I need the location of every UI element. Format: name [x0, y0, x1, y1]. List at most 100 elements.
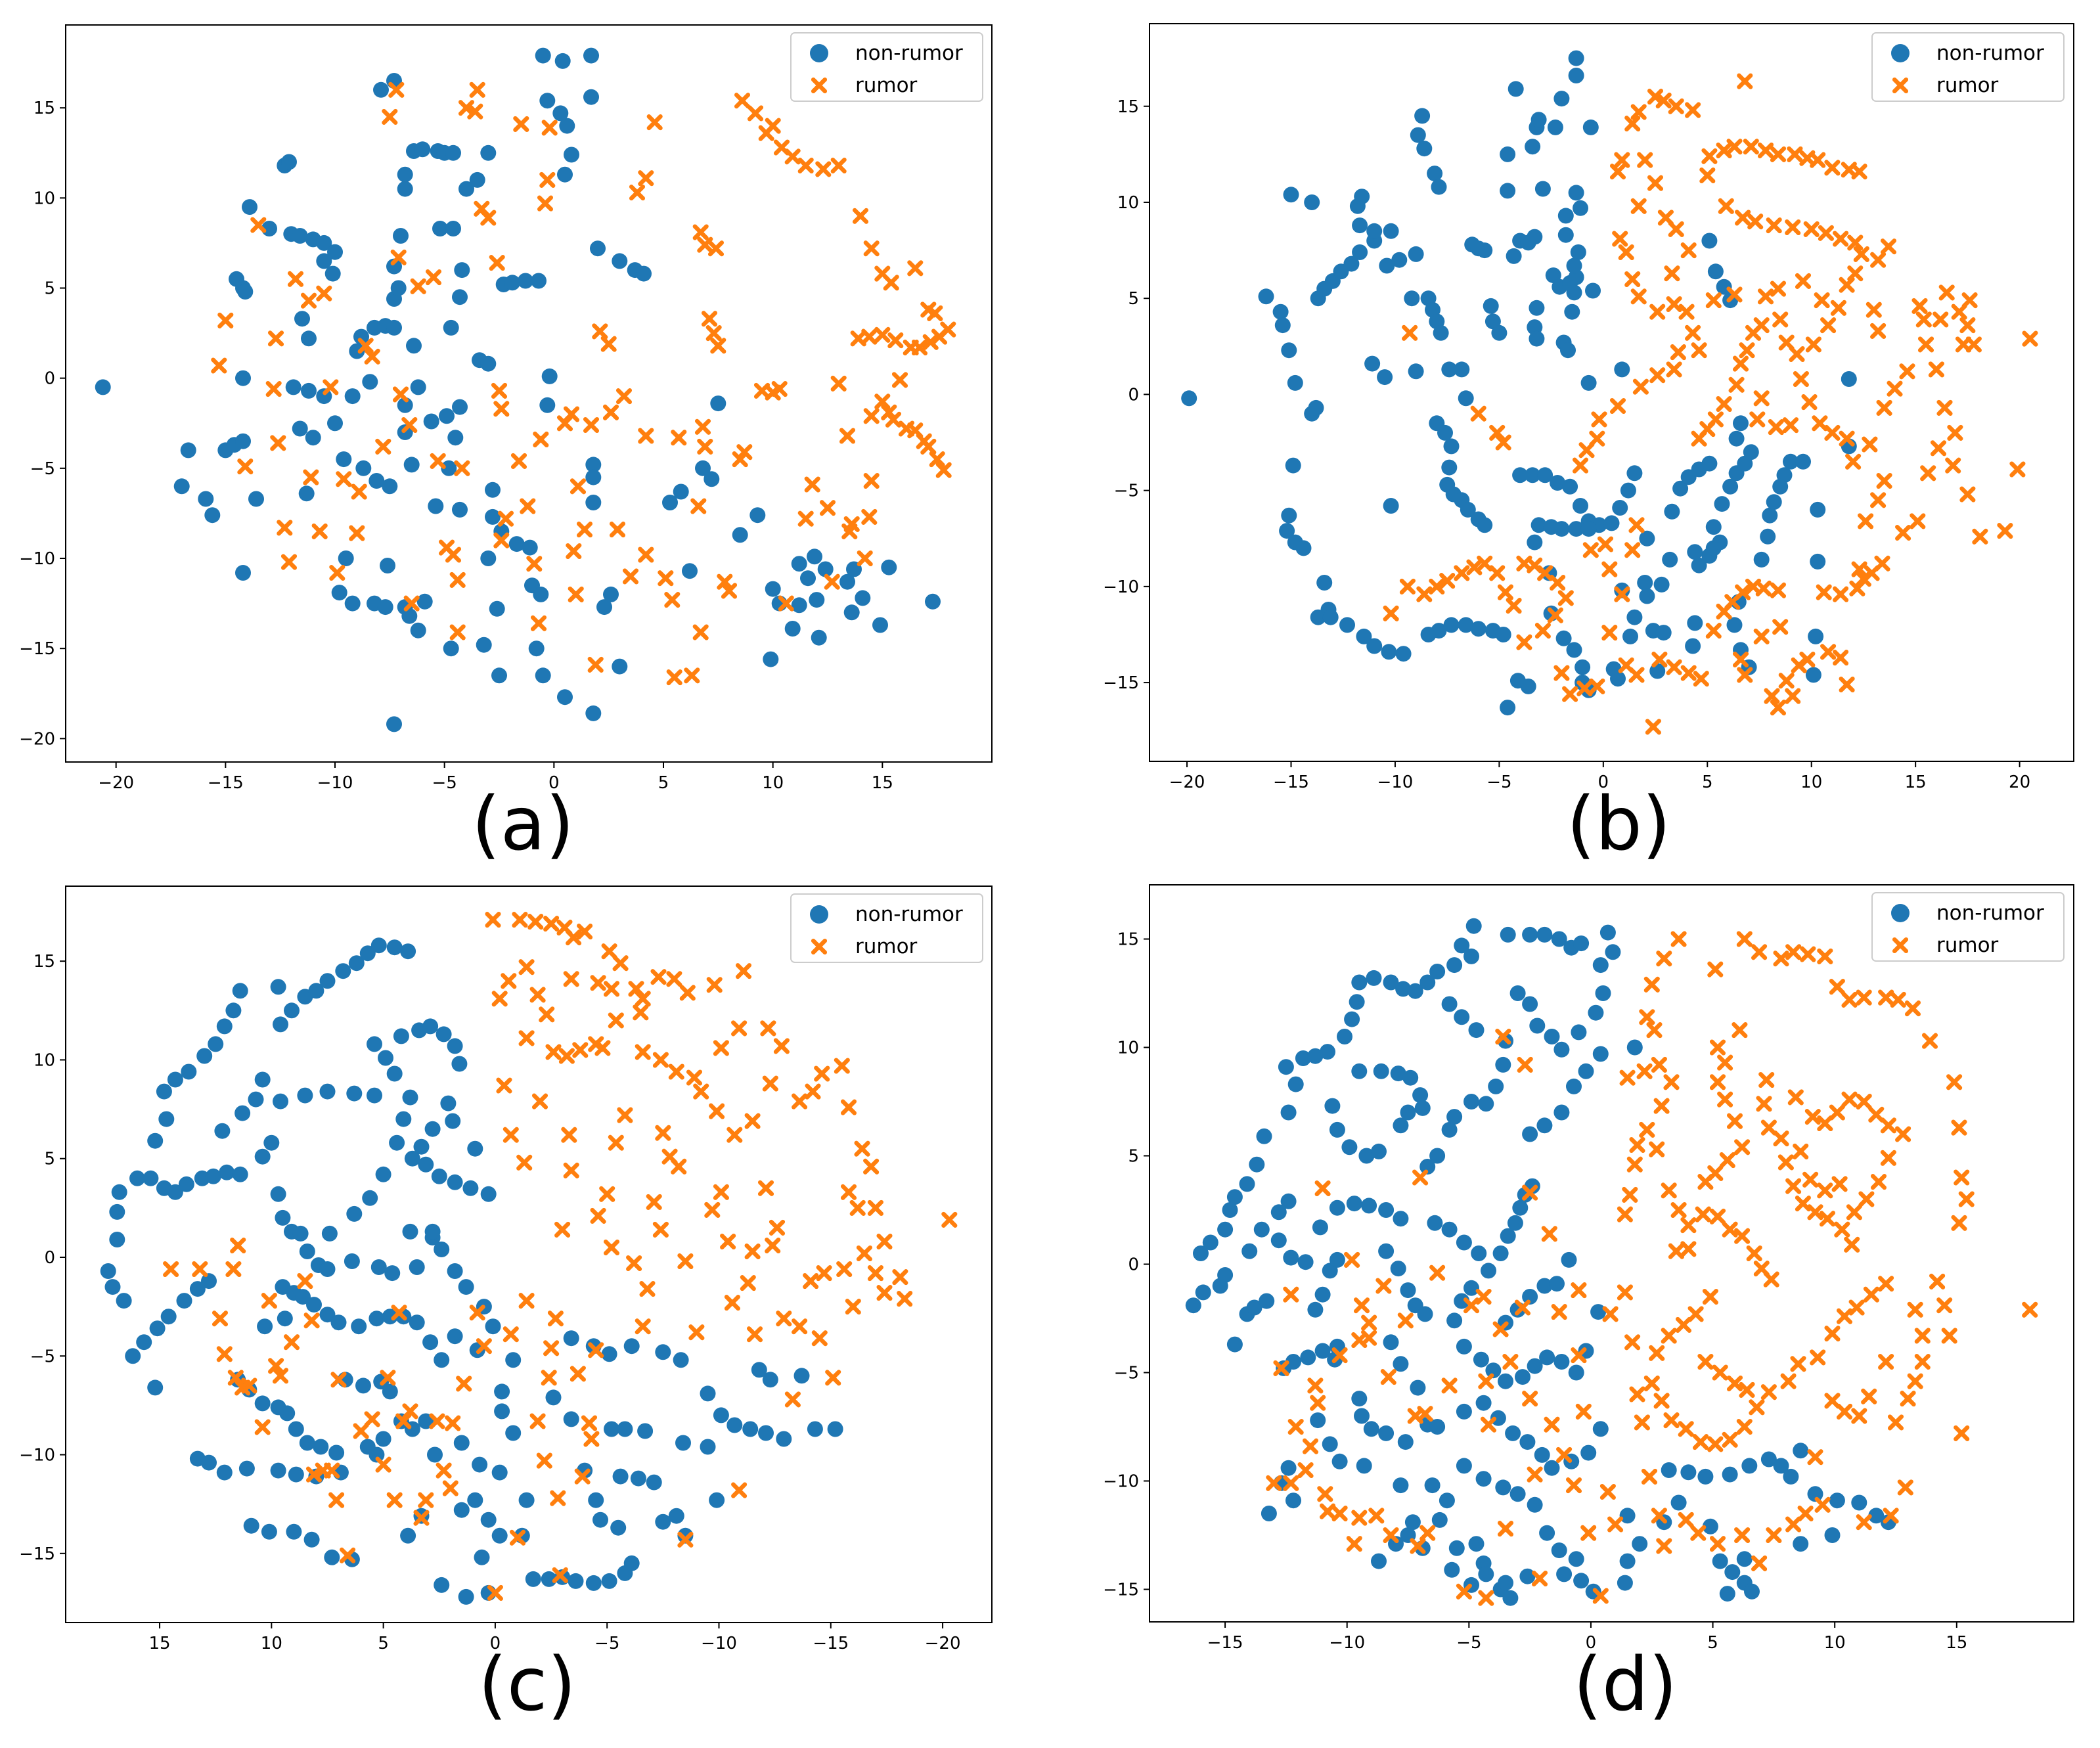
non-rumor-point	[1736, 1551, 1753, 1567]
non-rumor-point	[447, 1038, 463, 1054]
rumor-point	[267, 330, 284, 347]
non-rumor-point	[592, 1512, 608, 1528]
non-rumor-point	[1339, 617, 1355, 633]
non-rumor-point	[205, 1168, 221, 1184]
non-rumor-point	[1508, 81, 1524, 97]
rumor-point	[1895, 1126, 1911, 1142]
rumor-point	[1489, 424, 1506, 441]
rumor-point	[1849, 580, 1865, 596]
rumor-point	[740, 1275, 756, 1291]
rumor-point	[1836, 1308, 1853, 1324]
non-rumor-point	[1390, 1261, 1406, 1277]
rumor-point	[1599, 1483, 1616, 1500]
non-rumor-point	[485, 482, 501, 498]
non-rumor-point	[1324, 1098, 1341, 1114]
non-rumor-point	[480, 145, 497, 161]
rumor-point	[1266, 1475, 1282, 1491]
rumor-point	[1874, 555, 1890, 571]
non-rumor-point	[1329, 1251, 1345, 1268]
non-rumor-point	[1505, 1425, 1521, 1441]
non-rumor-point	[1562, 478, 1578, 495]
rumor-point	[566, 543, 582, 560]
rumor-point	[1522, 1391, 1538, 1407]
y-tick-label: −10	[19, 1446, 55, 1466]
legend-label: non-rumor	[855, 41, 963, 65]
non-rumor-point	[434, 1352, 450, 1368]
non-rumor-point	[382, 1383, 398, 1400]
non-rumor-point	[1261, 1506, 1277, 1521]
rumor-point	[1718, 198, 1734, 214]
rumor-point	[467, 103, 483, 120]
non-rumor-point	[673, 483, 689, 500]
rumor-point	[1597, 536, 1614, 552]
rumor-point	[1876, 472, 1892, 489]
non-rumor-point	[451, 1056, 468, 1072]
non-rumor-point	[1239, 1176, 1255, 1192]
rumor-point	[351, 483, 367, 500]
rumor-point	[509, 1529, 526, 1546]
rumor-point	[635, 991, 651, 1007]
non-rumor-point	[1429, 964, 1446, 979]
rumor-point	[1712, 1364, 1728, 1381]
rumor-point	[724, 1295, 740, 1311]
non-rumor-point	[1707, 263, 1724, 280]
non-rumor-point	[1383, 974, 1399, 991]
non-rumor-point	[1226, 1336, 1243, 1353]
rumor-point	[1737, 73, 1753, 89]
rumor-point	[583, 1431, 600, 1447]
non-rumor-point	[1419, 974, 1436, 991]
non-rumor-point	[1383, 223, 1399, 239]
non-rumor-point	[1539, 1525, 1555, 1541]
non-rumor-point	[359, 1439, 376, 1455]
legend-label: non-rumor	[855, 903, 963, 926]
non-rumor-point	[662, 495, 678, 510]
rumor-point	[1514, 1299, 1531, 1316]
non-rumor-point	[319, 1307, 336, 1323]
rumor-point	[646, 114, 663, 131]
non-rumor-point	[344, 595, 361, 612]
rumor-point	[1699, 167, 1716, 184]
non-rumor-point	[1454, 361, 1470, 378]
rumor-point	[734, 93, 751, 109]
rumor-point	[1649, 1141, 1665, 1157]
rumor-point	[1302, 1438, 1319, 1454]
rumor-point	[1930, 440, 1947, 457]
non-rumor-point	[380, 558, 395, 573]
non-rumor-point	[1661, 1462, 1677, 1478]
rumor-point	[688, 1324, 705, 1341]
non-rumor-point	[1592, 1046, 1609, 1062]
non-rumor-point	[100, 1263, 116, 1279]
non-rumor-point	[1653, 576, 1670, 593]
non-rumor-point	[1868, 1508, 1885, 1524]
y-tick-label: 0	[44, 369, 55, 389]
rumor-point	[1646, 1022, 1663, 1039]
rumor-point	[1911, 298, 1928, 314]
rumor-point	[1824, 1393, 1841, 1409]
rumor-point	[1626, 1156, 1643, 1173]
non-rumor-point	[348, 955, 365, 972]
non-rumor-point	[439, 408, 455, 424]
rumor-point	[1951, 1119, 1967, 1136]
non-rumor-point	[254, 1395, 271, 1412]
rumor-point	[311, 523, 328, 539]
non-rumor-point	[1473, 1351, 1489, 1368]
non-rumor-point	[382, 478, 398, 495]
rumor-point	[863, 472, 880, 489]
x-tick-label: 5	[1702, 773, 1713, 792]
non-rumor-point	[1592, 1421, 1609, 1437]
non-rumor-point	[541, 1571, 557, 1587]
rumor-point	[861, 328, 878, 345]
rumor-point	[867, 1199, 883, 1216]
rumor-point	[1726, 1375, 1743, 1392]
rumor-point	[814, 1065, 830, 1082]
rumor-point	[520, 498, 536, 514]
rumor-point	[1797, 1505, 1814, 1522]
non-rumor-point	[214, 1123, 231, 1139]
non-rumor-point	[467, 1140, 483, 1157]
rumor-point	[815, 161, 832, 177]
non-rumor-point	[232, 983, 248, 999]
rumor-point	[1668, 98, 1684, 114]
non-rumor-point	[480, 1512, 497, 1528]
non-rumor-point	[533, 586, 549, 602]
non-rumor-point	[1285, 457, 1301, 474]
